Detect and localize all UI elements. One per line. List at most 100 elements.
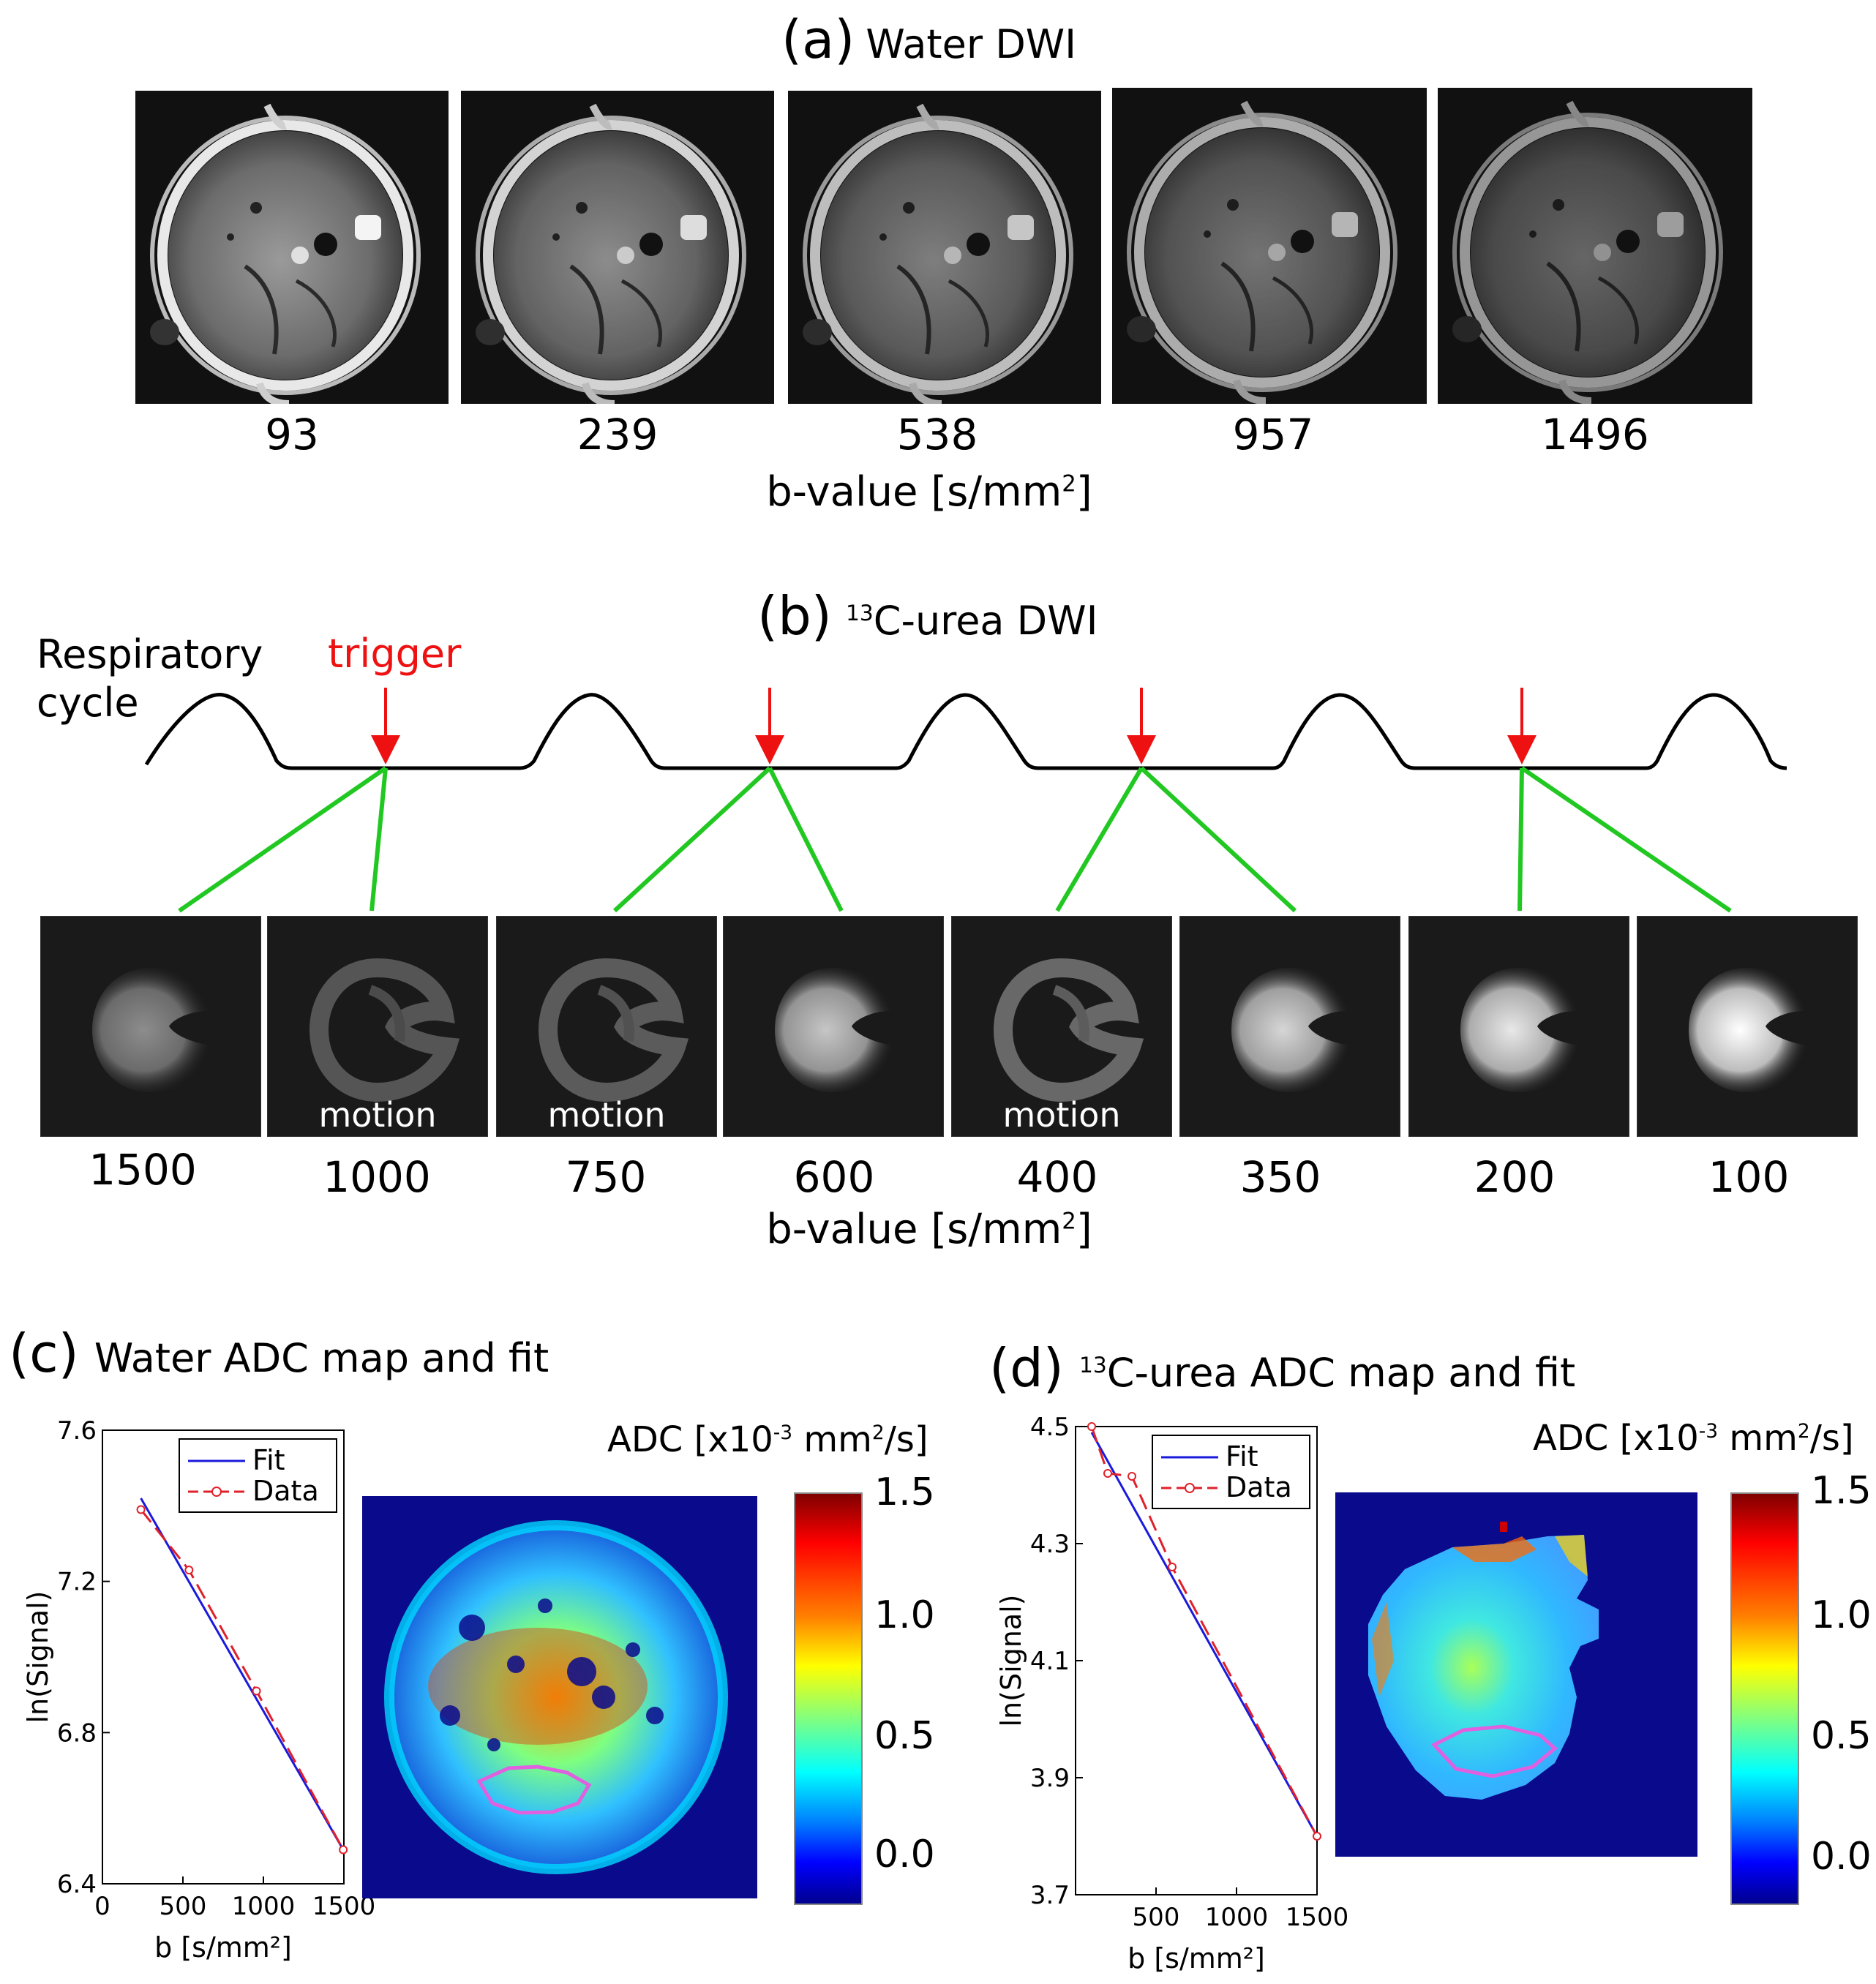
y-tick-label: 7.2 (57, 1568, 97, 1597)
panel-a-title-text: Water DWI (866, 21, 1077, 67)
panel-d-letter: (d) (989, 1337, 1064, 1399)
panel-a-xlabel-post: ] (1076, 468, 1092, 516)
water-b-value-label: 1496 (1541, 410, 1649, 459)
panel-c-title: (c) Water ADC map and fit (9, 1323, 549, 1384)
water-colorbar (794, 1492, 863, 1905)
urea-b-value-label: 200 (1474, 1152, 1556, 1202)
water-dwi-image-1 (135, 91, 449, 404)
data-point (184, 1566, 194, 1575)
panel-a-xlabel-sup: 2 (1062, 470, 1076, 497)
legend-data-label: Data (1226, 1471, 1292, 1503)
panel-b-title-sup: 13 (845, 601, 874, 626)
plot-frame (102, 1429, 345, 1885)
urea-dwi-image-3: motion (496, 916, 717, 1137)
respiratory-label: Respiratory cycle (37, 631, 263, 727)
panel-b-xlabel-post: ] (1076, 1206, 1092, 1253)
legend-box (1152, 1435, 1310, 1509)
urea-dwi-image-4 (723, 916, 944, 1137)
acquisition-connectors (178, 766, 1732, 913)
water-dwi-image-5 (1438, 88, 1752, 404)
water-colorbar-title-pre: ADC [x10 (607, 1419, 773, 1460)
urea-b-value-label: 350 (1239, 1152, 1321, 1202)
water-colorbar-title-sup: -3 (773, 1421, 793, 1444)
water-dwi-image-2 (461, 91, 774, 404)
motion-label: motion (318, 1095, 437, 1135)
urea-dwi-image-7 (1408, 916, 1629, 1137)
urea-adc-map (1335, 1492, 1697, 1857)
water-b-value-label: 538 (896, 410, 978, 459)
y-axis-label: ln(Signal) (995, 1594, 1027, 1726)
panel-b-title: (b) 13C-urea DWI (757, 585, 1098, 647)
y-tick-label: 7.6 (57, 1416, 97, 1446)
y-axis-label: ln(Signal) (22, 1590, 54, 1723)
urea-colorbar-title-pre: ADC [x10 (1533, 1418, 1699, 1459)
legend-data-marker (211, 1487, 222, 1497)
water-colorbar-title-post: /s] (884, 1419, 928, 1460)
y-tick-label: 4.3 (1030, 1530, 1070, 1559)
x-tick-label: 1000 (232, 1892, 296, 1921)
x-tick-label: 1000 (1205, 1903, 1269, 1932)
trigger-arrows (371, 688, 1537, 764)
respiratory-label-line2: cycle (37, 680, 139, 726)
panel-c-letter: (c) (9, 1323, 79, 1384)
panel-d-title-sup: 13 (1078, 1353, 1107, 1378)
data-point (1087, 1422, 1096, 1431)
urea-colorbar-title-mid: mm (1718, 1418, 1798, 1459)
respiratory-waveform (144, 693, 1787, 770)
x-tick-label: 500 (160, 1892, 207, 1921)
panel-c-title-text: Water ADC map and fit (94, 1335, 549, 1381)
urea-colorbar-title: ADC [x10-3 mm2/s] (1533, 1418, 1854, 1459)
y-tick-label: 4.5 (1030, 1413, 1070, 1442)
legend-box (179, 1438, 337, 1513)
y-tick-label: 4.1 (1030, 1647, 1070, 1676)
panel-d-title: (d) 13C-urea ADC map and fit (989, 1337, 1575, 1399)
legend-data-marker (1185, 1483, 1195, 1493)
data-point (136, 1505, 146, 1514)
x-tick-label: 500 (1133, 1903, 1180, 1932)
x-axis-label: b [s/mm²] (1128, 1942, 1265, 1974)
urea-dwi-image-2: motion (267, 916, 488, 1137)
panel-b-xlabel-pre: b-value [s/mm (766, 1206, 1062, 1253)
water-colorbar-tick: 0.0 (874, 1833, 935, 1876)
urea-fit-plot: 3.7 3.9 4.1 4.3 4.5 500 1000 1500 b [s/mm²] ln(Si… (995, 1413, 1348, 1974)
urea-colorbar-title-sup: -3 (1698, 1420, 1719, 1443)
y-tick-label: 3.7 (1030, 1881, 1070, 1910)
urea-dwi-image-1 (40, 916, 261, 1137)
urea-colorbar (1730, 1492, 1799, 1905)
water-colorbar-title: ADC [x10-3 mm2/s] (607, 1419, 928, 1460)
urea-b-value-label: 1500 (89, 1145, 197, 1195)
panel-b-title-text: 13C-urea DWI (846, 598, 1098, 644)
urea-dwi-image-6 (1179, 916, 1400, 1137)
legend-data-label: Data (252, 1475, 319, 1507)
data-point (1128, 1472, 1136, 1481)
water-colorbar-title-sup2: 2 (871, 1421, 885, 1444)
urea-b-value-label: 1000 (323, 1152, 431, 1202)
water-colorbar-tick: 1.0 (874, 1593, 935, 1637)
water-roi (476, 1765, 592, 1815)
urea-b-value-label: 100 (1708, 1152, 1790, 1202)
water-colorbar-tick: 0.5 (874, 1714, 935, 1758)
panel-a-xlabel-pre: b-value [s/mm (766, 468, 1062, 516)
panel-b-title-main: C-urea DWI (873, 598, 1098, 644)
urea-colorbar-tick: 1.5 (1811, 1469, 1872, 1513)
water-dwi-image-3 (788, 91, 1101, 404)
panel-d-title-text: 13C-urea ADC map and fit (1079, 1350, 1575, 1396)
water-dwi-image-4 (1112, 88, 1427, 404)
urea-roi (1430, 1724, 1558, 1778)
motion-label: motion (547, 1095, 666, 1135)
legend-fit-label: Fit (1226, 1440, 1258, 1473)
data-line (140, 1508, 345, 1851)
urea-b-value-label: 600 (793, 1152, 875, 1202)
panel-d-title-main: C-urea ADC map and fit (1106, 1350, 1576, 1396)
urea-colorbar-tick: 1.0 (1811, 1593, 1872, 1637)
water-b-value-label: 93 (265, 410, 319, 459)
urea-colorbar-tick: 0.0 (1811, 1835, 1872, 1879)
data-point (1103, 1469, 1112, 1478)
panel-a-xlabel: b-value [s/mm2] (659, 468, 1200, 516)
data-point (339, 1845, 348, 1855)
panel-a-title: (a) Water DWI (781, 9, 1076, 70)
water-colorbar-title-mid: mm (792, 1419, 872, 1460)
panel-a-letter: (a) (781, 9, 855, 70)
urea-colorbar-title-post: /s] (1809, 1418, 1854, 1459)
